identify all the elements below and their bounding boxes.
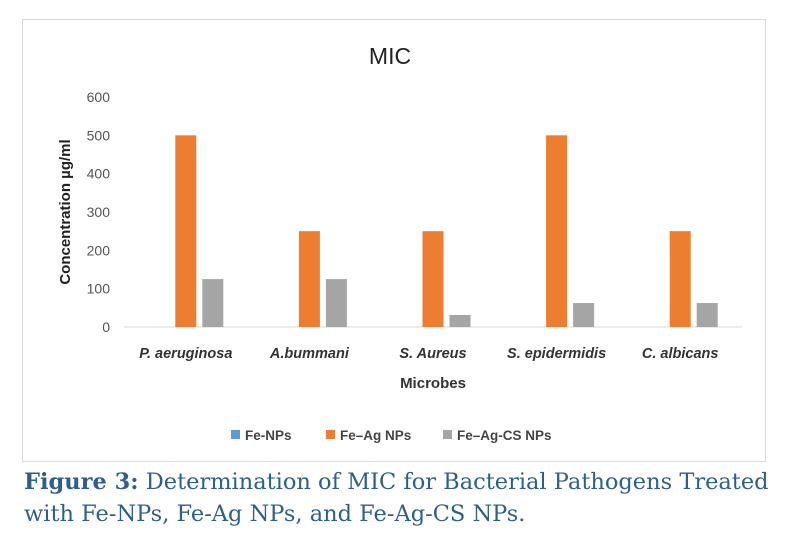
y-tick-label: 0 [102, 319, 110, 335]
bar-2-4 [696, 303, 718, 327]
legend: Fe-NPs Fe–Ag NPs Fe–Ag-CS NPs [231, 428, 552, 443]
x-tick-label: S. Aureus [399, 346, 466, 362]
x-tick-label: C. albicans [642, 346, 719, 362]
bar-2-1 [325, 279, 347, 327]
y-tick-label: 100 [87, 281, 111, 297]
y-axis-title: Concentration µg/ml [57, 139, 74, 284]
caption-label: Figure 3: [24, 469, 139, 495]
bar-1-3 [546, 135, 568, 327]
y-tick-label: 400 [87, 166, 111, 182]
legend-swatch [231, 430, 240, 439]
bar-1-2 [422, 231, 444, 327]
bar-2-3 [573, 303, 595, 327]
chart-frame [22, 19, 766, 462]
legend-swatch [326, 430, 335, 439]
y-tick-label: 200 [87, 242, 111, 258]
legend-label: Fe–Ag NPs [340, 428, 411, 443]
x-axis-title: Microbes [400, 375, 466, 392]
legend-label: Fe–Ag-CS NPs [457, 428, 552, 443]
bars [175, 135, 718, 327]
bar-chart: MIC 0 100 200 300 400 500 600 P. aeruginosa A.b… [57, 43, 742, 443]
bar-1-1 [298, 231, 320, 327]
bar-1-0 [175, 135, 197, 327]
figure-caption: Figure 3: Determination of MIC for Bacte… [24, 466, 774, 530]
bar-1-4 [669, 231, 691, 327]
x-tick-labels: P. aeruginosa A.bummani S. Aureus S. epider… [139, 346, 718, 362]
legend-swatch [443, 430, 452, 439]
chart-title: MIC [369, 43, 411, 69]
x-tick-label: S. epidermidis [507, 346, 606, 362]
x-tick-label: A.bummani [269, 346, 350, 362]
legend-label: Fe-NPs [245, 428, 292, 443]
x-tick-label: P. aeruginosa [139, 346, 232, 362]
caption-text: Determination of MIC for Bacterial Patho… [24, 469, 769, 527]
y-tick-label: 600 [87, 89, 111, 105]
y-tick-label: 300 [87, 204, 111, 220]
bar-2-0 [202, 279, 224, 327]
bar-2-2 [449, 315, 471, 327]
y-axis: 0 100 200 300 400 500 600 [87, 89, 111, 335]
y-tick-label: 500 [87, 127, 111, 143]
